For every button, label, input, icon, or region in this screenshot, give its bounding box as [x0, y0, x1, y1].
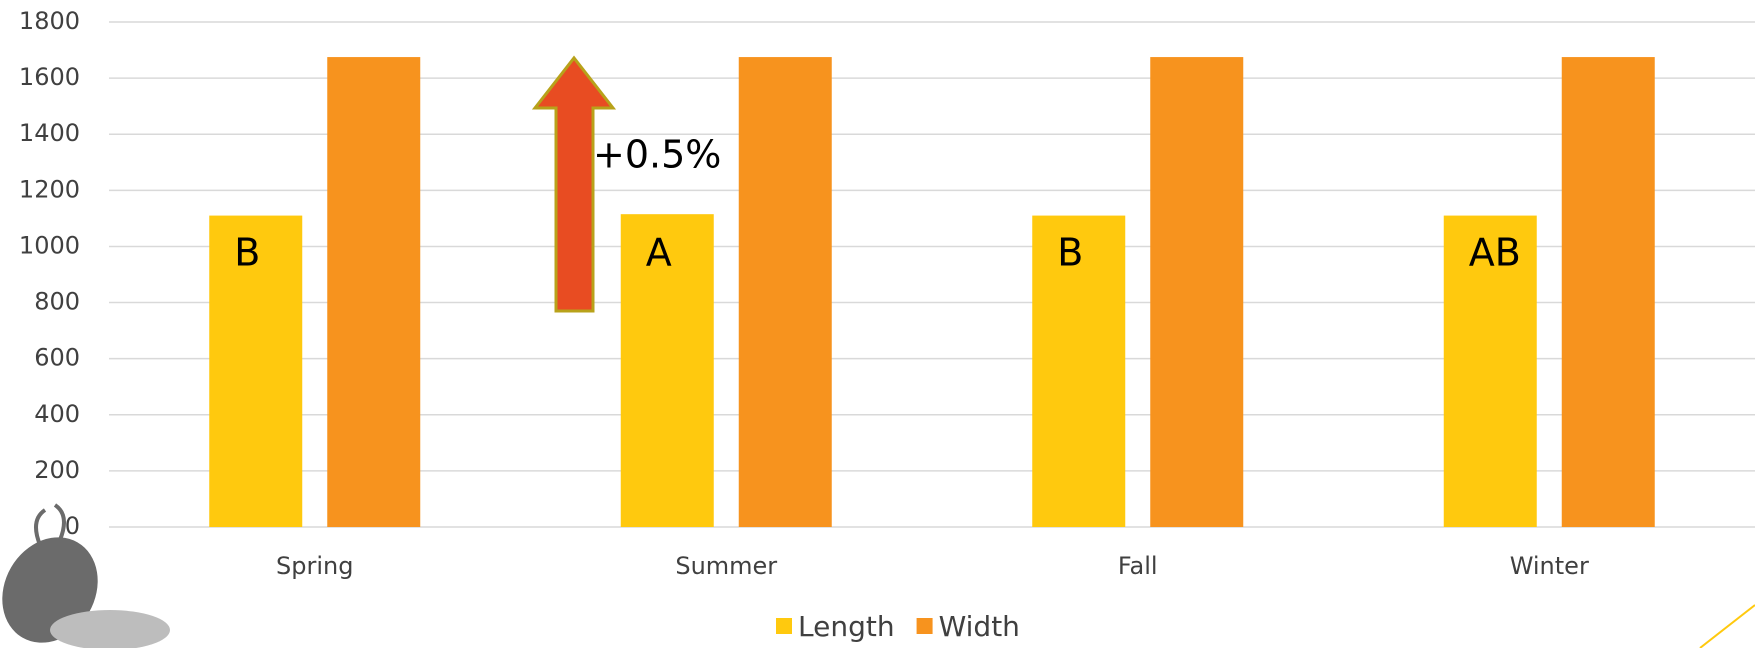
x-tick-label: Winter	[1510, 552, 1589, 580]
y-tick-label: 400	[34, 400, 80, 428]
annotation: +0.5%	[593, 133, 721, 177]
bar	[1443, 215, 1537, 528]
x-tick-label: Spring	[276, 552, 353, 580]
y-tick-label: 1400	[19, 119, 80, 147]
y-tick-label: 600	[34, 344, 80, 372]
y-tick-label: 1000	[19, 231, 80, 259]
bar	[620, 214, 714, 528]
y-tick-label: 0	[65, 512, 80, 540]
legend-label: Length	[798, 610, 895, 643]
group-letter: A	[646, 231, 672, 275]
y-tick-label: 1600	[19, 63, 80, 91]
bar	[738, 57, 832, 527]
y-tick-label: 1800	[19, 7, 80, 35]
y-tick-label: 200	[34, 456, 80, 484]
bee-decoration	[2, 503, 170, 648]
bar	[209, 215, 303, 528]
y-tick-label: 800	[34, 288, 80, 316]
group-letter: B	[1057, 231, 1083, 275]
legend-label: Width	[939, 610, 1020, 643]
group-letter: AB	[1469, 231, 1521, 275]
corner-decoration	[1699, 604, 1755, 648]
bar	[1032, 215, 1126, 528]
bar	[1561, 57, 1655, 527]
x-tick-label: Summer	[675, 552, 777, 580]
bar	[327, 57, 421, 527]
arrow	[531, 55, 617, 313]
legend-swatch	[916, 618, 933, 634]
x-tick-label: Fall	[1118, 552, 1158, 580]
y-tick-label: 1200	[19, 175, 80, 203]
group-letter: B	[234, 231, 260, 275]
legend-swatch	[776, 618, 792, 634]
bar	[1150, 57, 1244, 527]
